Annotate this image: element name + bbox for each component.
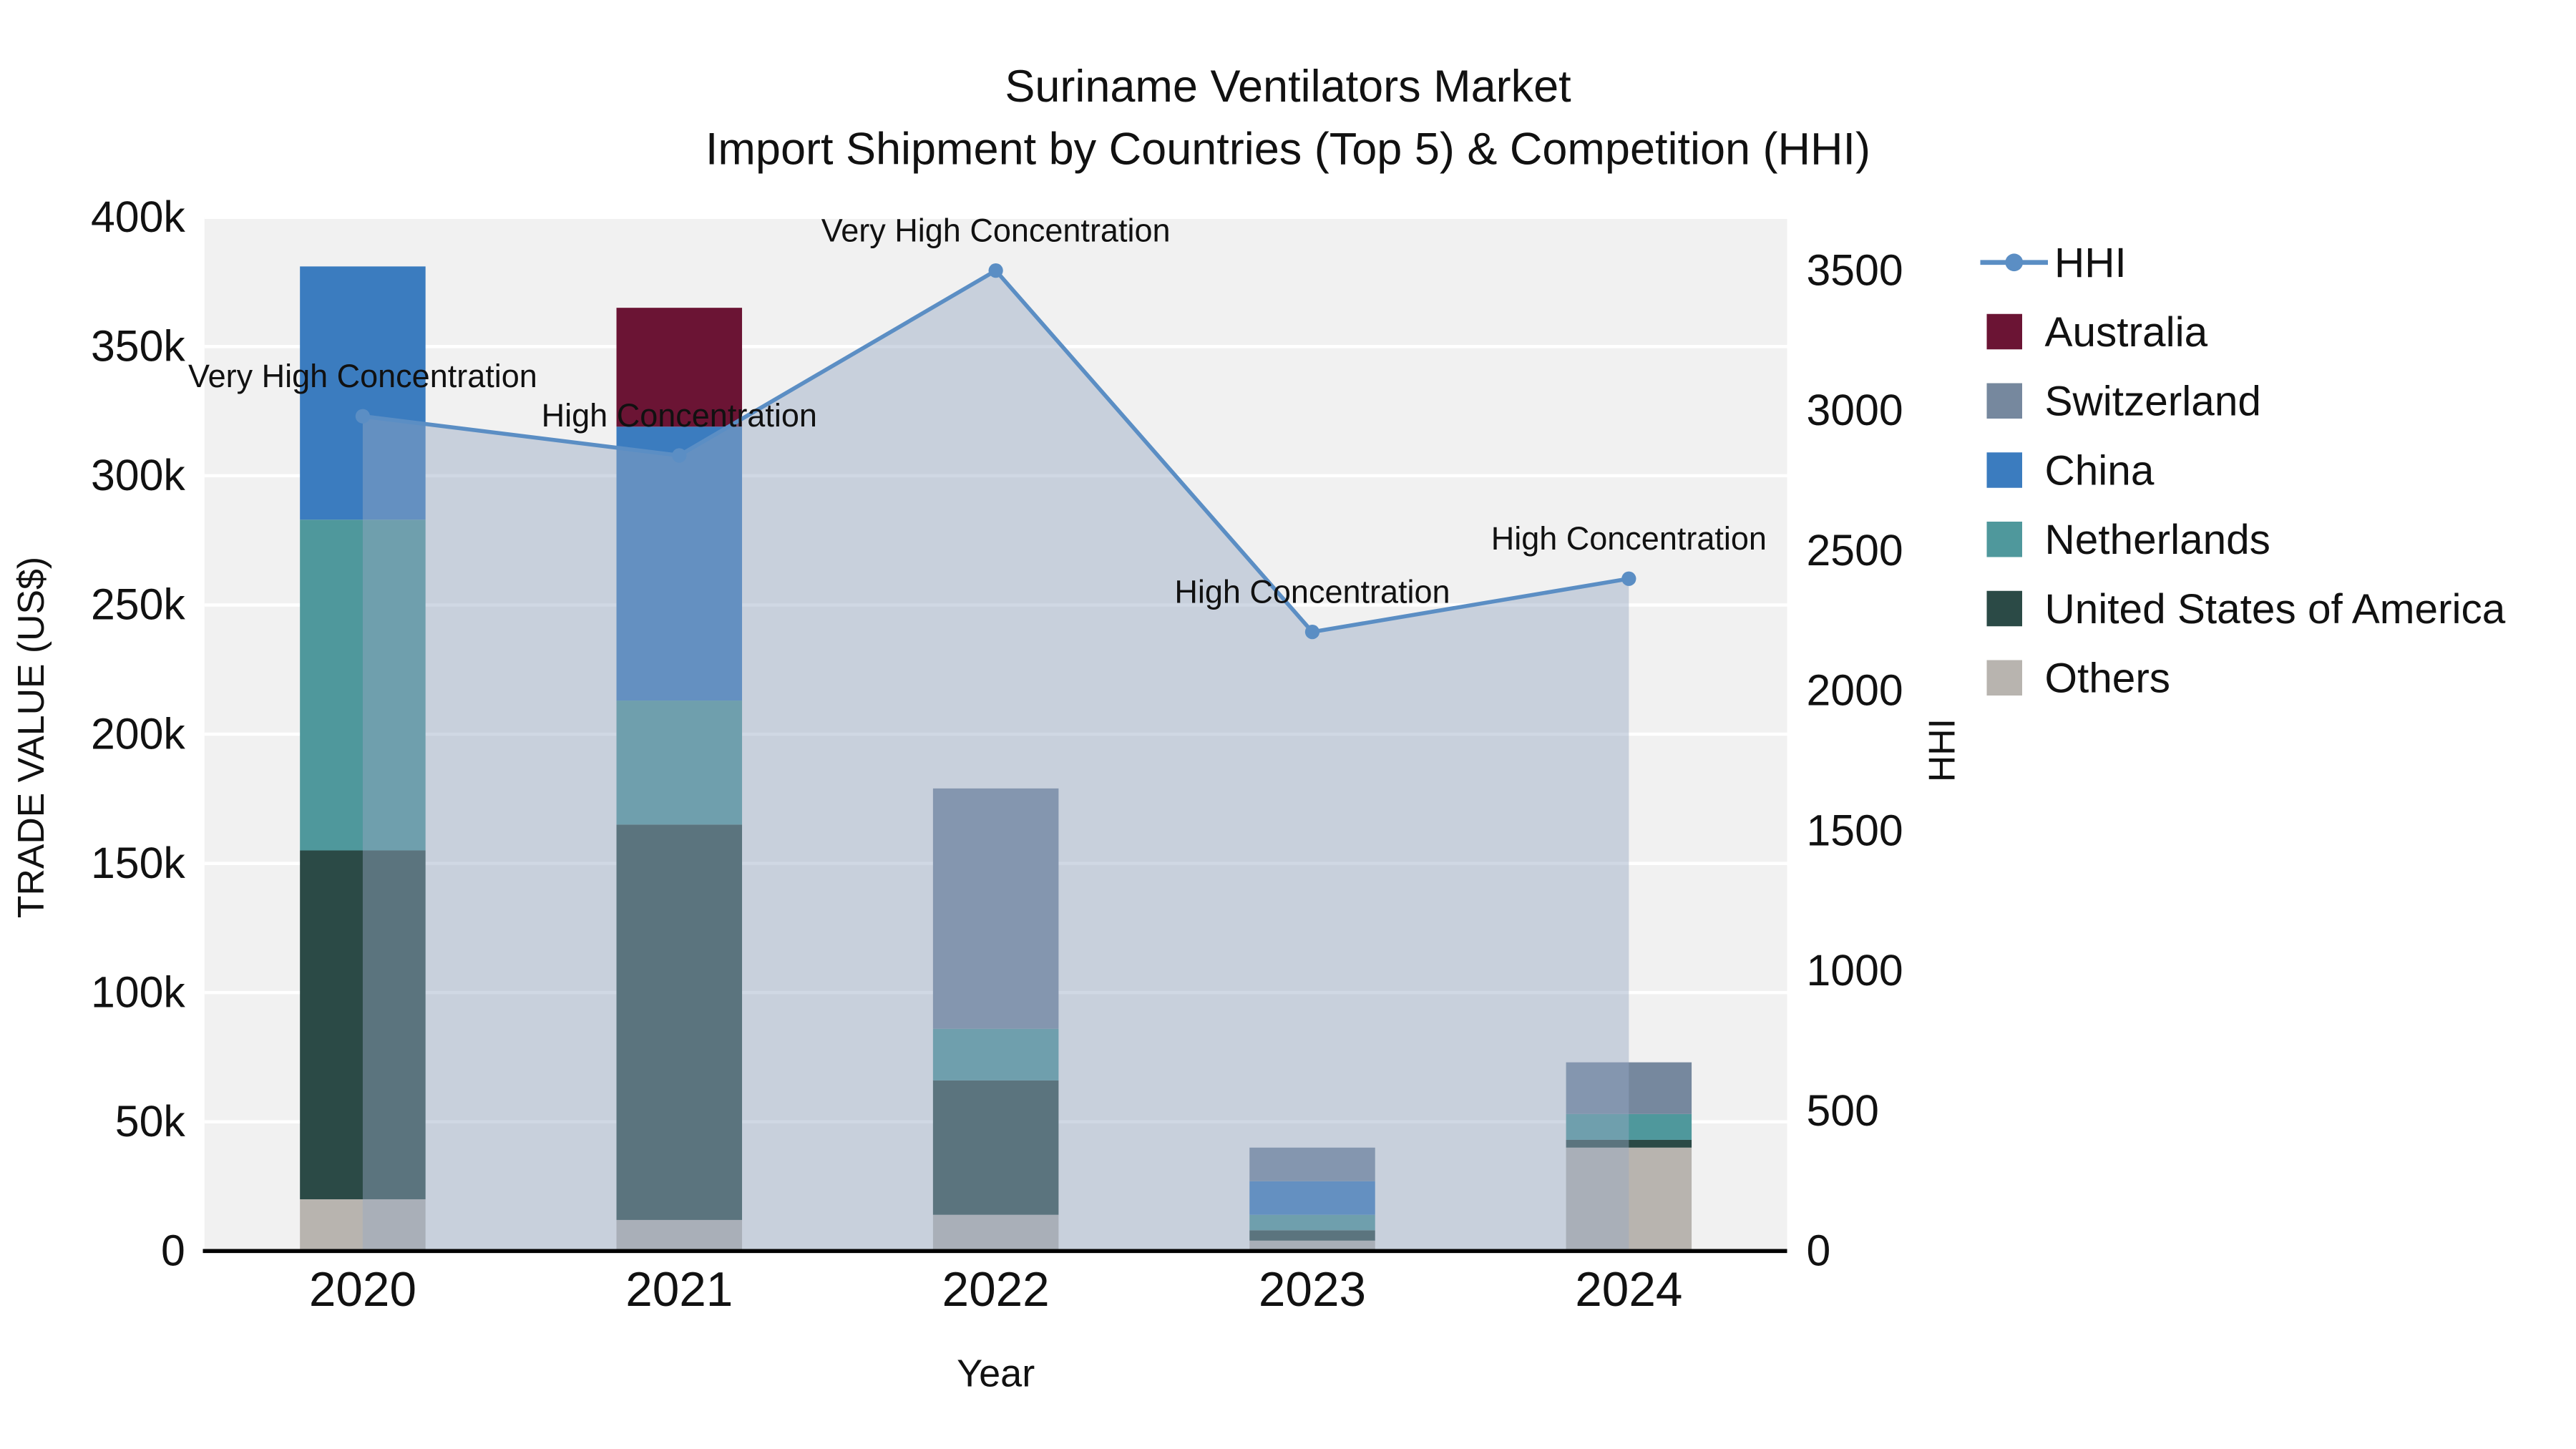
y-axis-right-tick: 1500 bbox=[1807, 806, 1903, 854]
bar-segment-united-states-of-america-2020 bbox=[300, 850, 426, 1200]
bar-segment-china-2021 bbox=[616, 426, 743, 701]
x-axis-tick-2024: 2024 bbox=[1575, 1263, 1682, 1317]
y-axis-left-tick: 250k bbox=[91, 580, 185, 629]
y-axis-right-tick: 0 bbox=[1807, 1226, 1831, 1275]
bar-segment-others-2021 bbox=[616, 1219, 743, 1252]
bar-segment-united-states-of-america-2022 bbox=[932, 1080, 1059, 1215]
y-axis-right-tick: 1000 bbox=[1807, 946, 1903, 995]
hhi-point-2021 bbox=[672, 448, 687, 463]
x-axis-tick-2020: 2020 bbox=[309, 1263, 416, 1317]
x-axis-tick-2022: 2022 bbox=[942, 1263, 1050, 1317]
annotation-2023: High Concentration bbox=[1174, 574, 1450, 610]
y-axis-right-tick: 3500 bbox=[1807, 245, 1903, 294]
bar-segment-australia-2021 bbox=[616, 308, 743, 427]
chart-title: Suriname Ventilators Market Import Shipm… bbox=[0, 55, 2576, 181]
legend-label-hhi: HHI bbox=[2054, 237, 2127, 286]
legend-label-netherlands: Netherlands bbox=[2044, 514, 2270, 563]
hhi-area bbox=[362, 270, 1629, 1252]
legend-item-united-states-of-america: United States of America bbox=[1977, 581, 2505, 636]
x-axis-tick-2023: 2023 bbox=[1259, 1263, 1366, 1317]
legend-item-hhi: HHI bbox=[1977, 235, 2505, 291]
legend-swatch-australia-icon bbox=[1986, 313, 2022, 350]
y-axis-right-tick: 500 bbox=[1807, 1086, 1879, 1135]
legend-item-others: Others bbox=[1977, 650, 2505, 706]
y-axis-left-tick: 0 bbox=[161, 1226, 185, 1275]
legend-label-china: China bbox=[2044, 445, 2155, 494]
y-axis-right-tick: 3000 bbox=[1807, 386, 1903, 434]
bar-segment-others-2023 bbox=[1249, 1240, 1375, 1252]
legend-label-australia: Australia bbox=[2044, 306, 2208, 356]
y-axis-left-tick: 300k bbox=[91, 451, 185, 499]
chart-title-line2: Import Shipment by Countries (Top 5) & C… bbox=[705, 124, 1871, 174]
y-axis-left-tick: 100k bbox=[91, 967, 185, 1016]
bar-segment-netherlands-2022 bbox=[932, 1028, 1059, 1080]
bar-segment-netherlands-2020 bbox=[300, 519, 426, 851]
legend-item-netherlands: Netherlands bbox=[1977, 512, 2505, 567]
annotation-2022: Very High Concentration bbox=[821, 213, 1171, 249]
bar-segment-united-states-of-america-2023 bbox=[1249, 1230, 1375, 1241]
legend-item-australia: Australia bbox=[1977, 304, 2505, 359]
bar-segment-switzerland-2024 bbox=[1566, 1062, 1692, 1114]
bar-segment-netherlands-2024 bbox=[1566, 1113, 1692, 1140]
bar-segment-netherlands-2023 bbox=[1249, 1214, 1375, 1231]
hhi-line-marker-icon bbox=[1980, 253, 2048, 272]
y-axis-right-title: HHI bbox=[1921, 718, 1963, 783]
y-axis-right-tick: 2000 bbox=[1807, 666, 1903, 715]
bar-segment-others-2022 bbox=[932, 1214, 1059, 1252]
hhi-point-2020 bbox=[355, 409, 371, 424]
bar-segment-switzerland-2023 bbox=[1249, 1147, 1375, 1181]
legend-swatch-united-states-of-america-icon bbox=[1986, 590, 2022, 627]
legend-label-others: Others bbox=[2044, 653, 2171, 701]
bar-segment-others-2020 bbox=[300, 1199, 426, 1252]
chart-title-line1: Suriname Ventilators Market bbox=[1005, 61, 1571, 112]
y-axis-left-tick: 200k bbox=[91, 709, 185, 758]
annotation-2021: High Concentration bbox=[542, 397, 817, 434]
bar-segment-china-2020 bbox=[300, 266, 426, 520]
annotation-2020: Very High Concentration bbox=[188, 358, 537, 394]
hhi-point-2023 bbox=[1304, 624, 1320, 640]
hhi-point-2022 bbox=[988, 263, 1003, 278]
legend-swatch-switzerland-icon bbox=[1986, 383, 2022, 419]
bar-segment-united-states-of-america-2024 bbox=[1566, 1139, 1692, 1148]
legend-item-switzerland: Switzerland bbox=[1977, 374, 2505, 429]
legend-label-switzerland: Switzerland bbox=[2044, 376, 2261, 424]
bar-segment-others-2024 bbox=[1566, 1147, 1692, 1252]
hhi-point-2024 bbox=[1621, 571, 1636, 586]
y-axis-left-title: TRADE VALUE (US$) bbox=[9, 556, 52, 919]
legend-swatch-others-icon bbox=[1986, 660, 2022, 696]
y-axis-right-tick: 2500 bbox=[1807, 526, 1903, 575]
legend: HHI Australia Switzerland China Netherlands U… bbox=[1977, 235, 2505, 720]
bar-segment-netherlands-2021 bbox=[616, 701, 743, 825]
legend-swatch-netherlands-icon bbox=[1986, 522, 2022, 557]
y-axis-left-tick: 400k bbox=[91, 192, 185, 241]
y-axis-left-tick: 50k bbox=[115, 1097, 186, 1146]
legend-swatch-china-icon bbox=[1986, 452, 2022, 488]
bar-segment-switzerland-2022 bbox=[932, 788, 1059, 1029]
x-axis-tick-2021: 2021 bbox=[625, 1263, 733, 1317]
x-axis-title: Year bbox=[957, 1352, 1035, 1396]
bar-segment-china-2023 bbox=[1249, 1181, 1375, 1215]
legend-label-united-states-of-america: United States of America bbox=[2044, 583, 2506, 633]
legend-item-china: China bbox=[1977, 443, 2505, 498]
y-axis-left-tick: 150k bbox=[91, 839, 185, 887]
annotation-2024: High Concentration bbox=[1491, 520, 1767, 557]
bar-segment-united-states-of-america-2021 bbox=[616, 824, 743, 1220]
y-axis-left-tick: 350k bbox=[91, 322, 185, 371]
